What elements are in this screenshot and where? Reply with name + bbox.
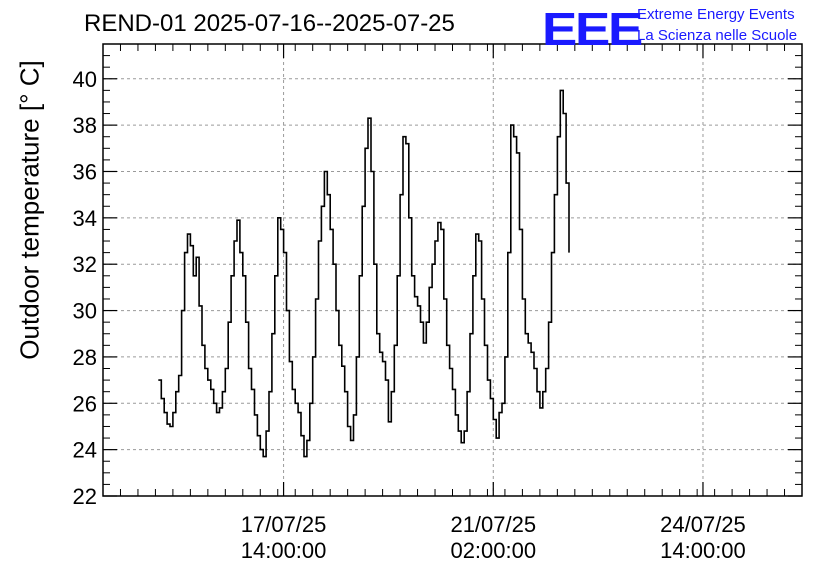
y-tick-label: 40 [73,67,97,92]
logo-caption: Extreme Energy Events La Scienza nelle S… [637,4,797,46]
plot-frame [102,43,803,497]
y-tick-label: 26 [73,391,97,416]
y-tick-label: 28 [73,345,97,370]
x-tick-label-time: 14:00:00 [241,538,327,563]
x-tick-label-date: 21/07/25 [450,512,536,537]
temperature-series-line [158,89,570,458]
y-tick-label: 22 [73,484,97,509]
grid-lines [103,44,802,496]
y-axis-label: Outdoor temperature [° C] [14,60,45,360]
series-group [158,89,570,458]
x-tick-label-time: 14:00:00 [660,538,746,563]
axis-ticks [103,43,802,497]
y-tick-label: 32 [73,252,97,277]
x-tick-label-date: 17/07/25 [241,512,327,537]
y-tick-label: 36 [73,159,97,184]
logo-line-1: Extreme Energy Events [637,6,795,23]
logo-line-2: La Scienza nelle Scuole [637,27,798,44]
x-tick-labels: 17/07/2514:00:0021/07/2502:00:0024/07/25… [241,512,746,563]
y-tick-label: 24 [73,438,97,463]
chart-title: REND-01 2025-07-16--2025-07-25 [84,10,455,37]
plot-border [102,43,803,497]
x-tick-label-time: 02:00:00 [450,538,536,563]
y-tick-labels: 22 24 26 28 30 32 34 36 38 40 [73,67,97,509]
y-tick-label: 38 [73,113,97,138]
eee-logo: EEE [542,3,643,55]
x-tick-label-date: 24/07/25 [660,512,746,537]
y-tick-label: 34 [73,206,97,231]
y-tick-label: 30 [73,299,97,324]
